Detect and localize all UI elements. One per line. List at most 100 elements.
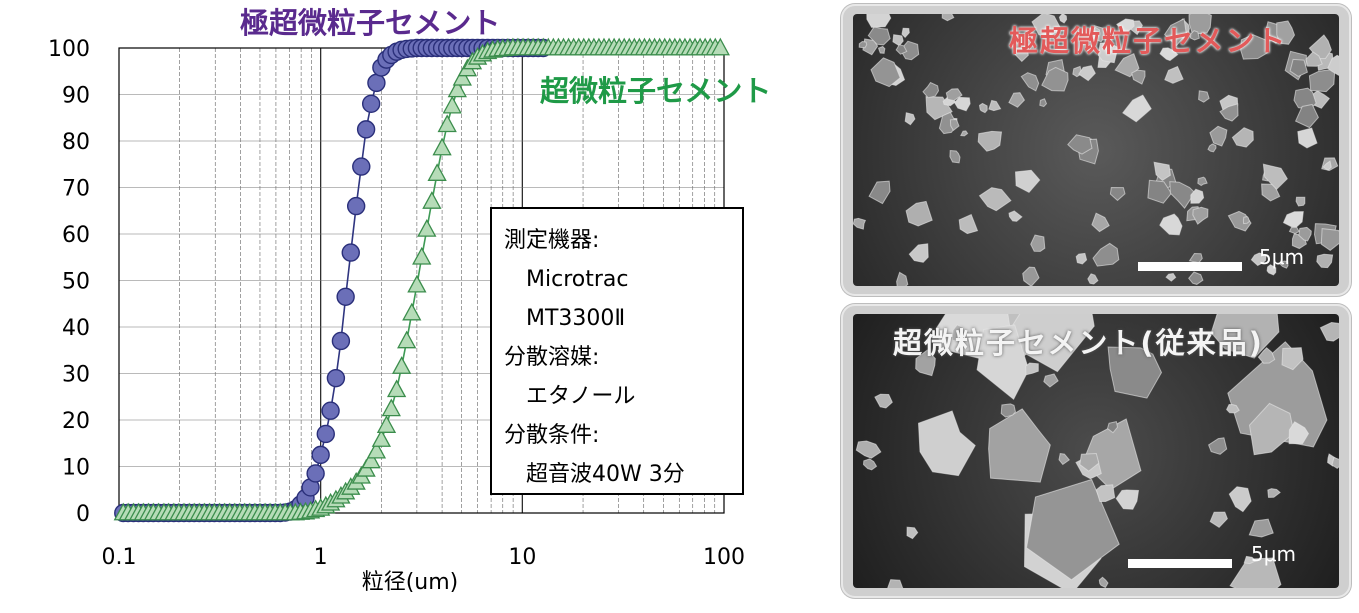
data-point xyxy=(427,163,447,181)
sem-particle xyxy=(1320,228,1339,252)
sem-particle xyxy=(905,200,933,227)
sem-particle xyxy=(1106,420,1119,434)
sem-particle xyxy=(1225,403,1240,414)
sem-particle xyxy=(1008,210,1023,222)
data-point xyxy=(412,246,432,265)
sem-particle xyxy=(855,440,882,459)
data-point xyxy=(391,356,412,374)
sem-particle xyxy=(1192,206,1209,225)
sem-particle xyxy=(1282,211,1304,228)
sem-particle xyxy=(1243,555,1257,565)
data-point xyxy=(306,464,325,483)
sem-image xyxy=(853,314,1339,588)
sem-particle xyxy=(1030,234,1046,252)
chart-series xyxy=(113,37,730,523)
sem-particle xyxy=(862,458,878,471)
sem-particle xyxy=(1090,26,1101,39)
sem-particle xyxy=(1039,98,1048,108)
sem-particle xyxy=(868,180,891,205)
data-point xyxy=(346,196,366,216)
sem-image xyxy=(853,14,1339,286)
sem-particle xyxy=(1116,18,1135,33)
y-tick-label: 30 xyxy=(62,363,90,388)
sem-particle xyxy=(1242,216,1251,225)
sem-particle xyxy=(1092,242,1120,267)
y-axis-tick-labels: 0 10 20 30 40 50 60 70 80 90 100 xyxy=(48,37,90,527)
scale-label: 5μm xyxy=(1259,245,1304,269)
data-point xyxy=(331,331,351,351)
sem-particle xyxy=(1267,488,1281,498)
info-line-instrument-model: MT3300Ⅱ xyxy=(526,306,626,331)
sem-particle xyxy=(1281,347,1304,371)
data-point xyxy=(422,191,442,209)
sem-photo-conventional: 超微粒子セメント(従来品) 5μm xyxy=(841,304,1351,598)
sem-particle xyxy=(877,45,886,54)
info-line-condition: 超音波40W 3分 xyxy=(526,462,685,487)
info-line-solvent-heading: 分散溶媒: xyxy=(504,345,600,370)
sem-particle xyxy=(1008,92,1026,108)
y-tick-label: 40 xyxy=(62,316,90,341)
sem-particle xyxy=(1316,253,1334,269)
info-line-solvent: エタノール xyxy=(526,384,636,409)
sem-particle xyxy=(866,14,892,28)
y-tick-label: 80 xyxy=(62,130,90,155)
data-point xyxy=(361,94,381,114)
y-tick-label: 90 xyxy=(62,84,90,109)
sem-particle xyxy=(1163,18,1187,47)
sem-particle xyxy=(1262,163,1288,191)
sem-particle xyxy=(1297,127,1318,149)
sem-particle xyxy=(892,34,904,47)
series-label-superfine: 超微粒子セメント xyxy=(540,74,772,108)
sem-particle xyxy=(978,102,988,114)
sem-particle xyxy=(1109,186,1126,202)
data-point xyxy=(321,401,340,420)
sem-particle xyxy=(1159,47,1179,62)
sem-particle xyxy=(858,40,868,49)
sem-particle xyxy=(1095,484,1116,502)
sem-particle xyxy=(1098,576,1109,588)
info-line-instrument-heading: 測定機器: xyxy=(504,228,600,253)
y-tick-label: 20 xyxy=(62,409,90,434)
sem-particle xyxy=(1058,14,1068,24)
sem-particle xyxy=(988,408,1051,483)
data-point xyxy=(367,73,386,93)
sem-particle xyxy=(906,526,919,540)
sem-particle xyxy=(1319,321,1339,342)
sem-particle xyxy=(949,118,960,132)
sem-particle xyxy=(1190,188,1205,204)
sem-particle xyxy=(922,81,940,99)
sem-particle xyxy=(1248,518,1274,538)
series-label-ultrafine: 極超微粒子セメント xyxy=(240,6,501,40)
sem-particle xyxy=(1276,20,1296,45)
data-point xyxy=(386,379,407,398)
sem-particle xyxy=(1114,53,1140,78)
sem-particle xyxy=(949,149,961,164)
sem-particle xyxy=(1002,314,1095,373)
sem-particle xyxy=(1294,103,1319,129)
data-point xyxy=(452,67,472,86)
sem-particle xyxy=(1115,489,1140,510)
sem-particle xyxy=(951,324,967,343)
sem-particle xyxy=(1227,341,1328,448)
sem-particle xyxy=(953,96,971,112)
sem-particle xyxy=(1207,437,1228,455)
x-tick-label: 0.1 xyxy=(102,545,137,570)
sem-particle xyxy=(1188,14,1212,35)
data-point xyxy=(437,114,457,133)
sem-particle xyxy=(945,88,963,102)
sem-particle xyxy=(1279,260,1289,269)
sem-particle xyxy=(1041,66,1069,92)
sem-particle xyxy=(1295,196,1306,207)
sem-particle xyxy=(1188,271,1204,285)
sem-particle xyxy=(1305,51,1323,67)
sem-particle xyxy=(1014,169,1041,194)
sem-particle xyxy=(901,27,910,39)
sem-photo-ultrafine: 極超微粒子セメント 5μm xyxy=(841,4,1351,296)
data-point xyxy=(417,218,437,237)
sem-particle xyxy=(1159,213,1183,236)
data-point xyxy=(326,368,346,388)
x-axis-label: 粒径(um) xyxy=(362,570,459,595)
sem-particle xyxy=(958,213,979,235)
x-axis-tick-labels: 0.1 1 10 100 xyxy=(102,545,746,570)
sem-particle xyxy=(1209,511,1228,528)
